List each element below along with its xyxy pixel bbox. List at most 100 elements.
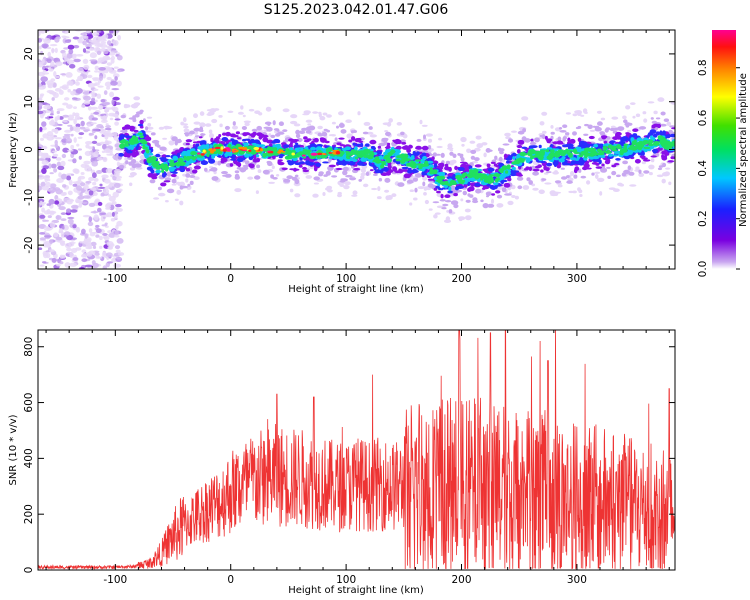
- ridge-blob: [665, 167, 671, 170]
- ridge-blob: [606, 166, 611, 169]
- ridge-blob: [503, 182, 511, 188]
- ridge-blob: [291, 155, 297, 159]
- noise-blob: [116, 257, 122, 260]
- noise-blob: [93, 111, 99, 115]
- ridge-blob: [460, 186, 465, 189]
- noise-blob: [107, 246, 113, 250]
- ridge-blob: [554, 157, 560, 161]
- ridge-blob: [200, 160, 209, 165]
- noise-blob: [38, 30, 44, 33]
- noise-blob: [52, 92, 57, 96]
- ridge-blob: [434, 212, 441, 215]
- colorbar-gradient: [712, 30, 736, 269]
- noise-blob: [58, 206, 66, 211]
- ridge-blob: [151, 162, 157, 166]
- noise-blob: [42, 219, 47, 222]
- ridge-blob: [592, 125, 597, 128]
- ridge-blob: [362, 131, 369, 135]
- ridge-blob: [517, 139, 525, 145]
- ridge-blob: [135, 111, 143, 115]
- noise-blob: [102, 73, 106, 79]
- noise-blob: [39, 264, 45, 267]
- ridge-blob: [298, 164, 303, 168]
- noise-blob: [77, 195, 85, 200]
- noise-blob: [96, 157, 103, 161]
- ridge-blob: [350, 149, 356, 153]
- noise-blob: [65, 72, 73, 78]
- ridge-blob: [522, 185, 530, 190]
- ridge-blob: [189, 130, 195, 135]
- noise-blob: [88, 132, 94, 136]
- noise-blob: [83, 160, 91, 165]
- ridge-blob: [184, 133, 189, 137]
- ridge-blob: [632, 115, 636, 119]
- ridge-blob: [298, 138, 302, 143]
- noise-blob: [75, 123, 81, 128]
- ridge-blob: [178, 161, 186, 167]
- ridge-blob: [583, 163, 590, 168]
- noise-blob: [56, 161, 62, 167]
- ridge-blob: [255, 190, 259, 195]
- ridge-blob: [189, 180, 194, 185]
- ridge-peak-blob: [210, 150, 214, 154]
- noise-blob: [79, 241, 85, 244]
- ridge-peak-blob: [317, 152, 323, 156]
- ridge-blob: [349, 177, 357, 181]
- ridge-blob: [331, 121, 336, 125]
- noise-blob: [113, 182, 121, 188]
- snr-x-axis-label: Height of straight line (km): [288, 585, 424, 596]
- ridge-blob: [622, 115, 627, 120]
- ridge-blob: [294, 193, 301, 198]
- ridge-blob: [174, 198, 179, 201]
- noise-blob: [83, 64, 90, 70]
- noise-blob: [100, 99, 106, 103]
- ridge-blob: [466, 148, 472, 154]
- ridge-blob: [209, 144, 213, 148]
- noise-blob: [46, 46, 52, 50]
- ridge-blob: [370, 151, 374, 155]
- ridge-blob: [129, 128, 135, 132]
- noise-blob: [72, 181, 81, 184]
- ridge-blob: [448, 186, 452, 191]
- noise-blob: [43, 210, 50, 215]
- ridge-blob: [650, 155, 657, 158]
- colorbar: 0.0 0.2 0.4 0.6 0.8 Normalized spectral ampl…: [697, 30, 749, 277]
- noise-blob: [97, 207, 102, 213]
- noise-blob: [81, 254, 87, 258]
- noise-blob: [95, 234, 100, 238]
- ridge-blob: [572, 131, 577, 136]
- ridge-blob: [180, 123, 189, 126]
- ridge-blob: [334, 137, 338, 141]
- noise-blob: [71, 204, 79, 209]
- noise-blob: [106, 62, 113, 66]
- ridge-blob: [206, 153, 210, 157]
- noise-blob: [49, 239, 53, 245]
- ridge-blob: [289, 188, 294, 193]
- ridge-blob: [500, 180, 504, 185]
- ridge-blob: [544, 182, 552, 185]
- ridge-blob: [420, 158, 425, 164]
- noise-blob: [91, 94, 96, 99]
- ridge-blob: [155, 169, 162, 174]
- y-tick-label: 10: [23, 95, 35, 108]
- ridge-blob: [381, 138, 388, 143]
- ridge-blob: [224, 173, 232, 178]
- ridge-blob: [648, 140, 653, 144]
- noise-blob: [55, 61, 63, 67]
- ridge-blob: [390, 150, 394, 154]
- noise-blob: [61, 30, 66, 33]
- noise-blob: [69, 126, 74, 132]
- ridge-blob: [400, 131, 405, 136]
- ridge-blob: [527, 151, 533, 157]
- ridge-blob: [131, 163, 137, 169]
- ridge-blob: [270, 174, 274, 179]
- noise-blob: [98, 67, 106, 71]
- noise-blob: [114, 118, 121, 121]
- ridge-blob: [133, 152, 139, 156]
- noise-blob: [86, 46, 91, 50]
- ridge-blob: [155, 167, 161, 170]
- noise-blob: [104, 222, 108, 226]
- ridge-blob: [329, 156, 333, 160]
- ridge-blob: [570, 171, 575, 176]
- ridge-blob: [667, 160, 675, 163]
